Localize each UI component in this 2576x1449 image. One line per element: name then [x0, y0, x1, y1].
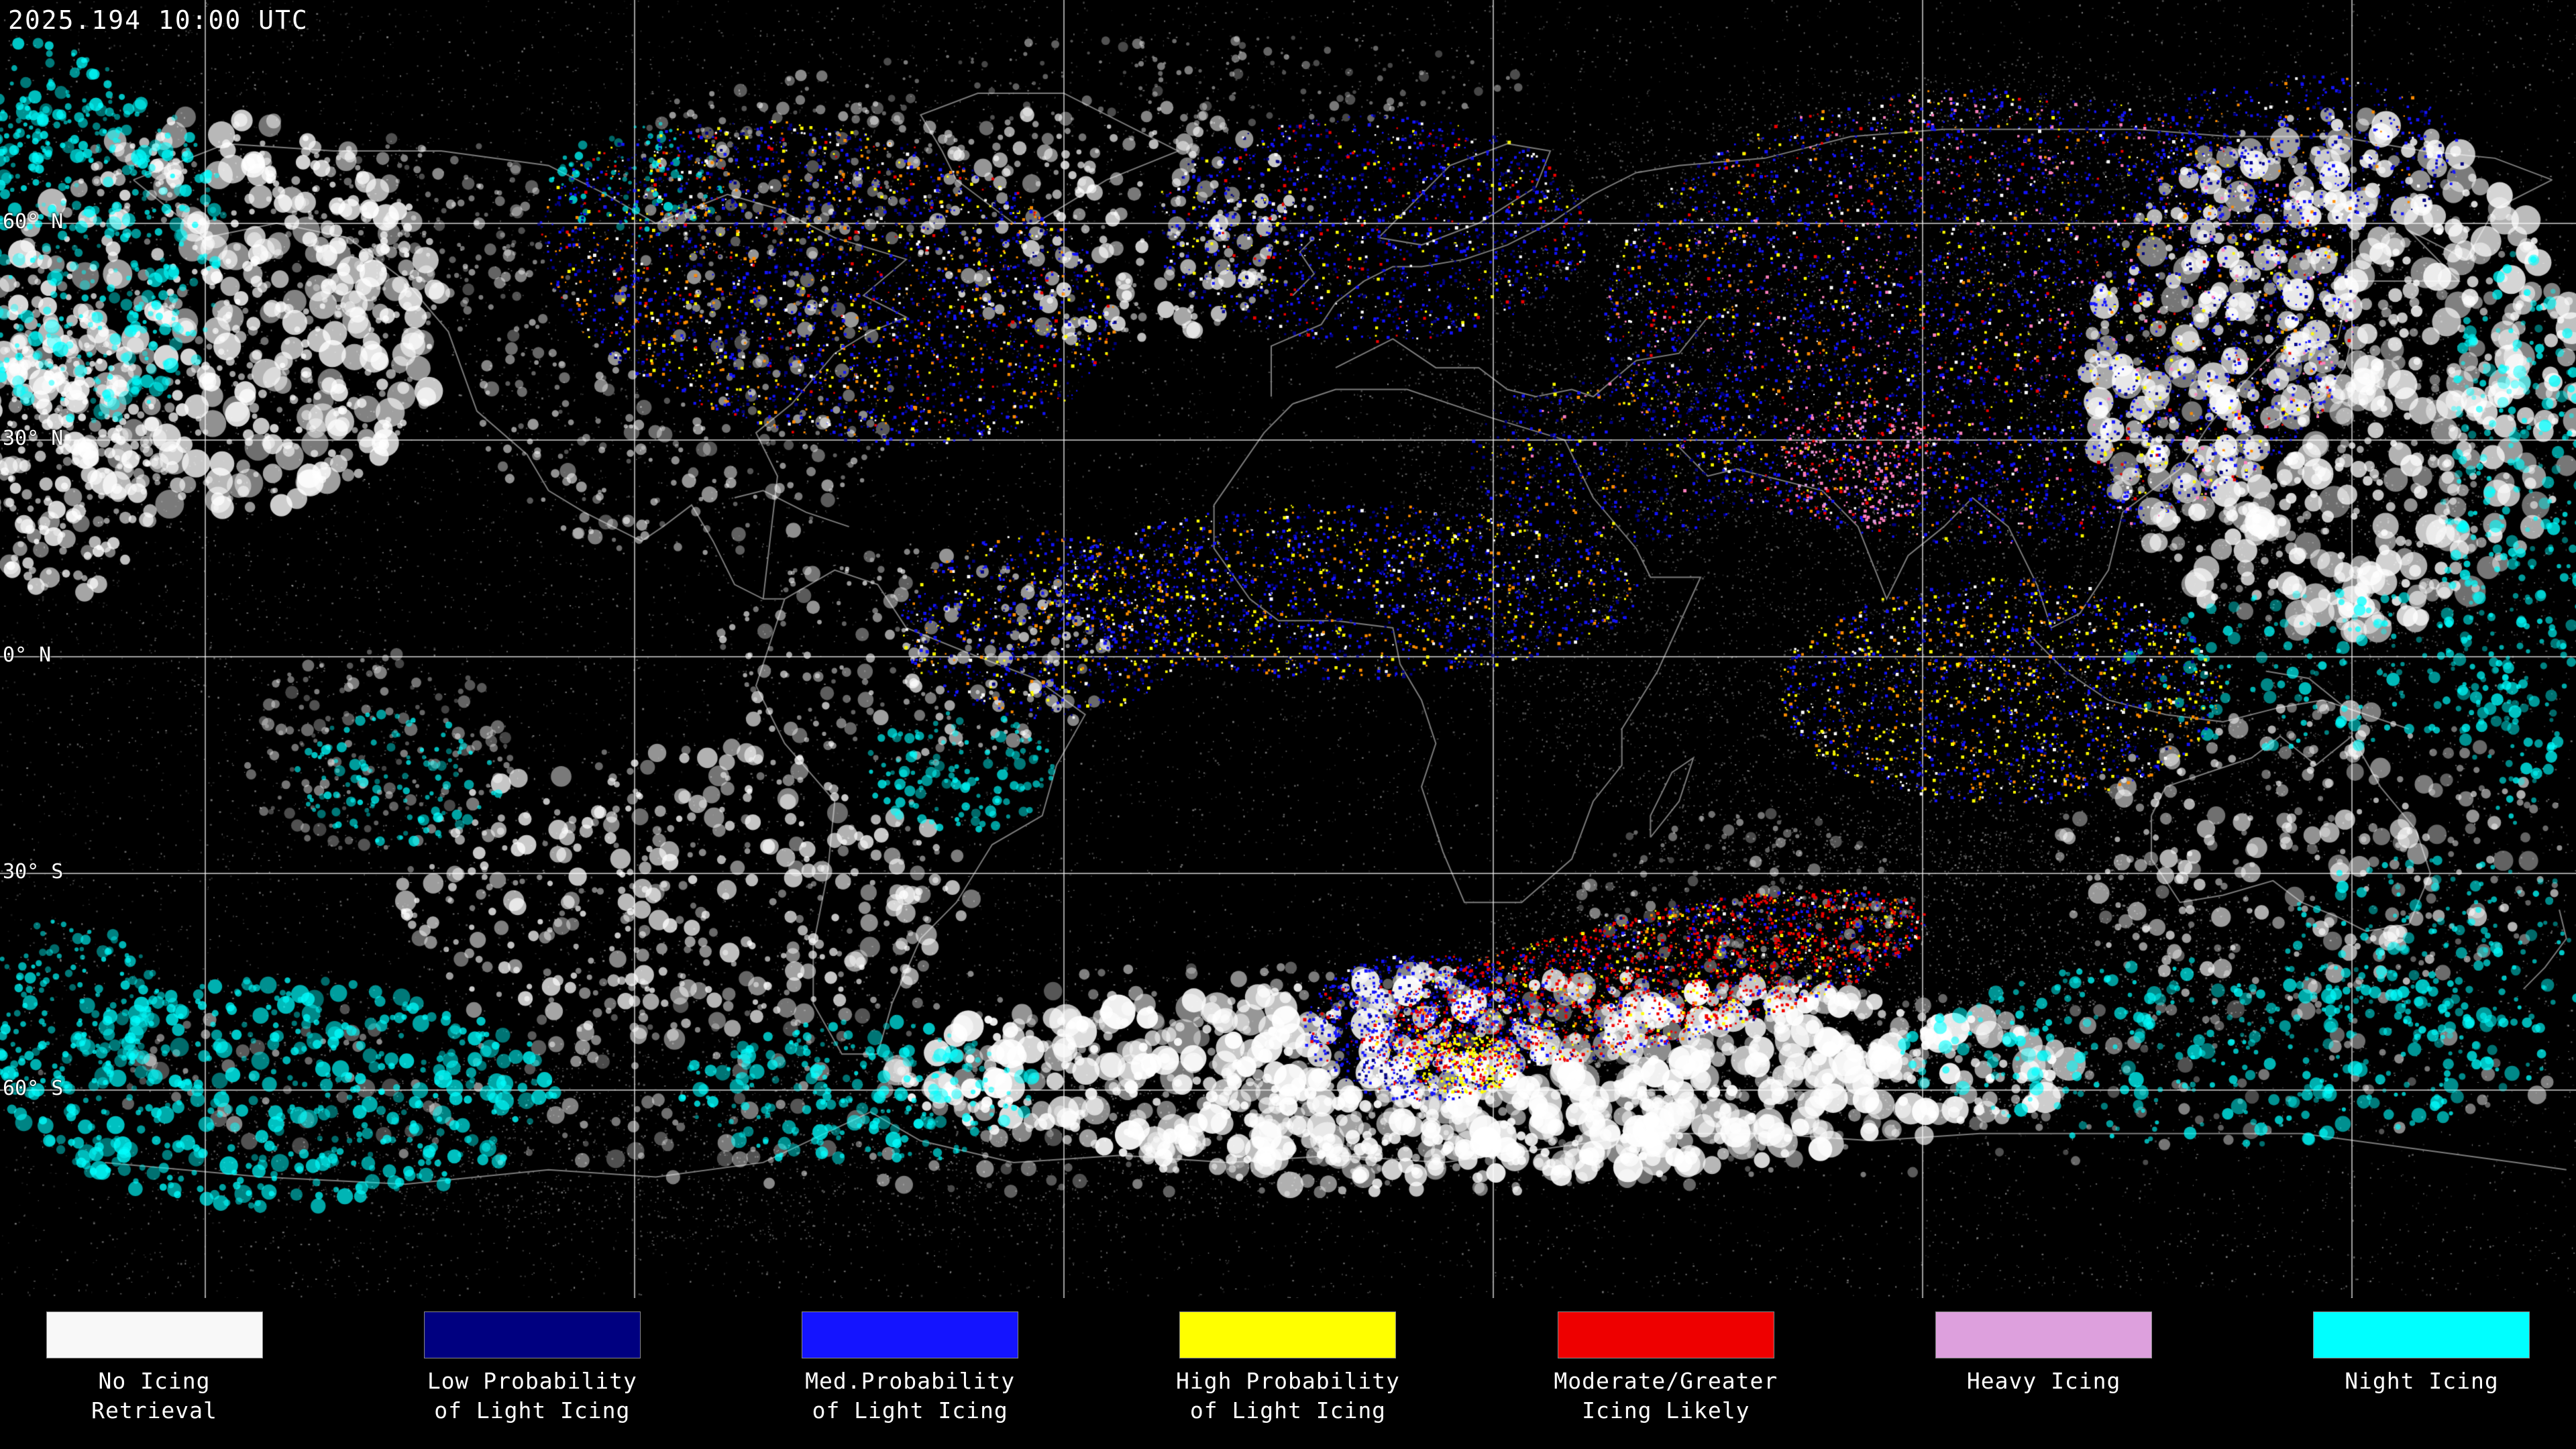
legend-item-low-probability: Low Probability of Light Icing — [405, 1311, 659, 1426]
legend-swatch-moderate-greater — [1557, 1311, 1774, 1358]
legend-swatch-high-probability — [1179, 1311, 1397, 1358]
world-map-canvas — [0, 0, 2576, 1298]
lat-label-30n: 30° N — [3, 427, 64, 450]
legend-label-med-probability: Med.Probability of Light Icing — [805, 1368, 1016, 1424]
legend-swatch-night-icing — [2313, 1311, 2530, 1358]
legend-label-low-probability: Low Probability of Light Icing — [427, 1368, 637, 1424]
legend-bar: No Icing Retrieval Low Probability of Li… — [0, 1298, 2576, 1449]
legend-swatch-heavy-icing — [1935, 1311, 2153, 1358]
legend-item-heavy-icing: Heavy Icing — [1917, 1311, 2171, 1396]
legend-item-high-probability: High Probability of Light Icing — [1161, 1311, 1415, 1426]
legend-swatch-low-probability — [423, 1311, 641, 1358]
legend-item-moderate-greater: Moderate/Greater Icing Likely — [1538, 1311, 1793, 1426]
legend-label-no-icing: No Icing Retrieval — [91, 1368, 217, 1424]
legend-item-no-icing: No Icing Retrieval — [27, 1311, 282, 1426]
legend-swatch-med-probability — [802, 1311, 1019, 1358]
legend-item-night-icing: Night Icing — [2294, 1311, 2549, 1396]
legend-item-med-probability: Med.Probability of Light Icing — [783, 1311, 1038, 1426]
lat-label-60n: 60° N — [3, 210, 64, 233]
legend-label-night-icing: Night Icing — [2345, 1368, 2499, 1394]
lat-label-60s: 60° S — [3, 1077, 64, 1100]
legend-label-moderate-greater: Moderate/Greater Icing Likely — [1554, 1368, 1778, 1424]
legend-label-high-probability: High Probability of Light Icing — [1176, 1368, 1400, 1424]
legend-swatch-no-icing — [46, 1311, 263, 1358]
legend-label-heavy-icing: Heavy Icing — [1966, 1368, 2121, 1394]
lat-label-30s: 30° S — [3, 860, 64, 883]
timestamp-label: 2025.194 10:00 UTC — [8, 5, 309, 35]
lat-label-0n: 0° N — [3, 643, 52, 667]
